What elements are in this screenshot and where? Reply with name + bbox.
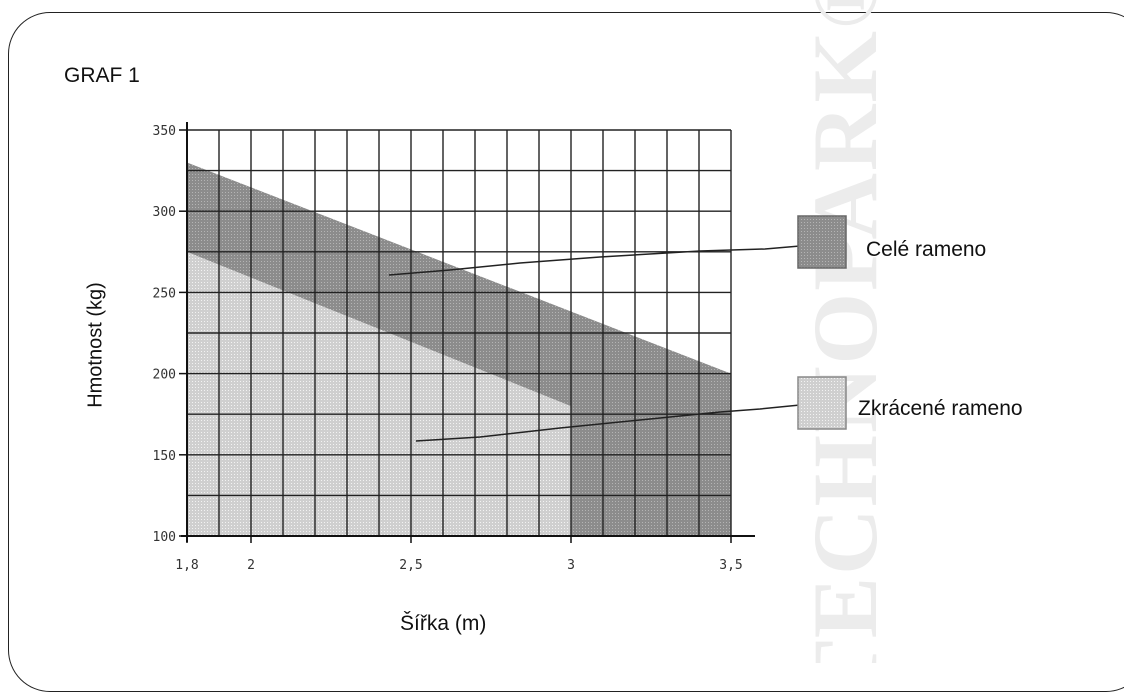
legend-label-short-arm: Zkrácené rameno bbox=[858, 397, 1023, 420]
x-tick-label: 2,5 bbox=[399, 558, 422, 573]
area-short-arm bbox=[187, 251, 731, 537]
x-axis-label: Šířka (m) bbox=[400, 612, 487, 635]
y-tick-label: 150 bbox=[153, 449, 176, 464]
legend-swatch-full-arm bbox=[797, 215, 847, 269]
y-tick-label: 250 bbox=[153, 286, 176, 301]
y-tick-label: 200 bbox=[153, 368, 176, 383]
y-tick-label: 300 bbox=[153, 205, 176, 220]
x-tick-label: 3,5 bbox=[719, 558, 742, 573]
x-tick-label: 3 bbox=[567, 558, 575, 573]
leader-line-full-arm bbox=[388, 245, 801, 276]
chart-title: GRAF 1 bbox=[64, 64, 140, 87]
chart-canvas: 100 150 200 250 300 350 1,8 2 2,5 3 3,5 bbox=[153, 122, 847, 573]
x-tick-label: 1,8 bbox=[175, 558, 198, 573]
legend-label-full-arm: Celé rameno bbox=[866, 238, 987, 261]
legend-swatch-short-arm bbox=[797, 376, 847, 430]
y-tick-label: 350 bbox=[153, 124, 176, 139]
y-tick-label: 100 bbox=[153, 530, 176, 545]
x-tick-label: 2 bbox=[247, 558, 255, 573]
y-axis-label: Hmotnost (kg) bbox=[84, 282, 107, 408]
leader-line-short-arm bbox=[415, 404, 801, 442]
